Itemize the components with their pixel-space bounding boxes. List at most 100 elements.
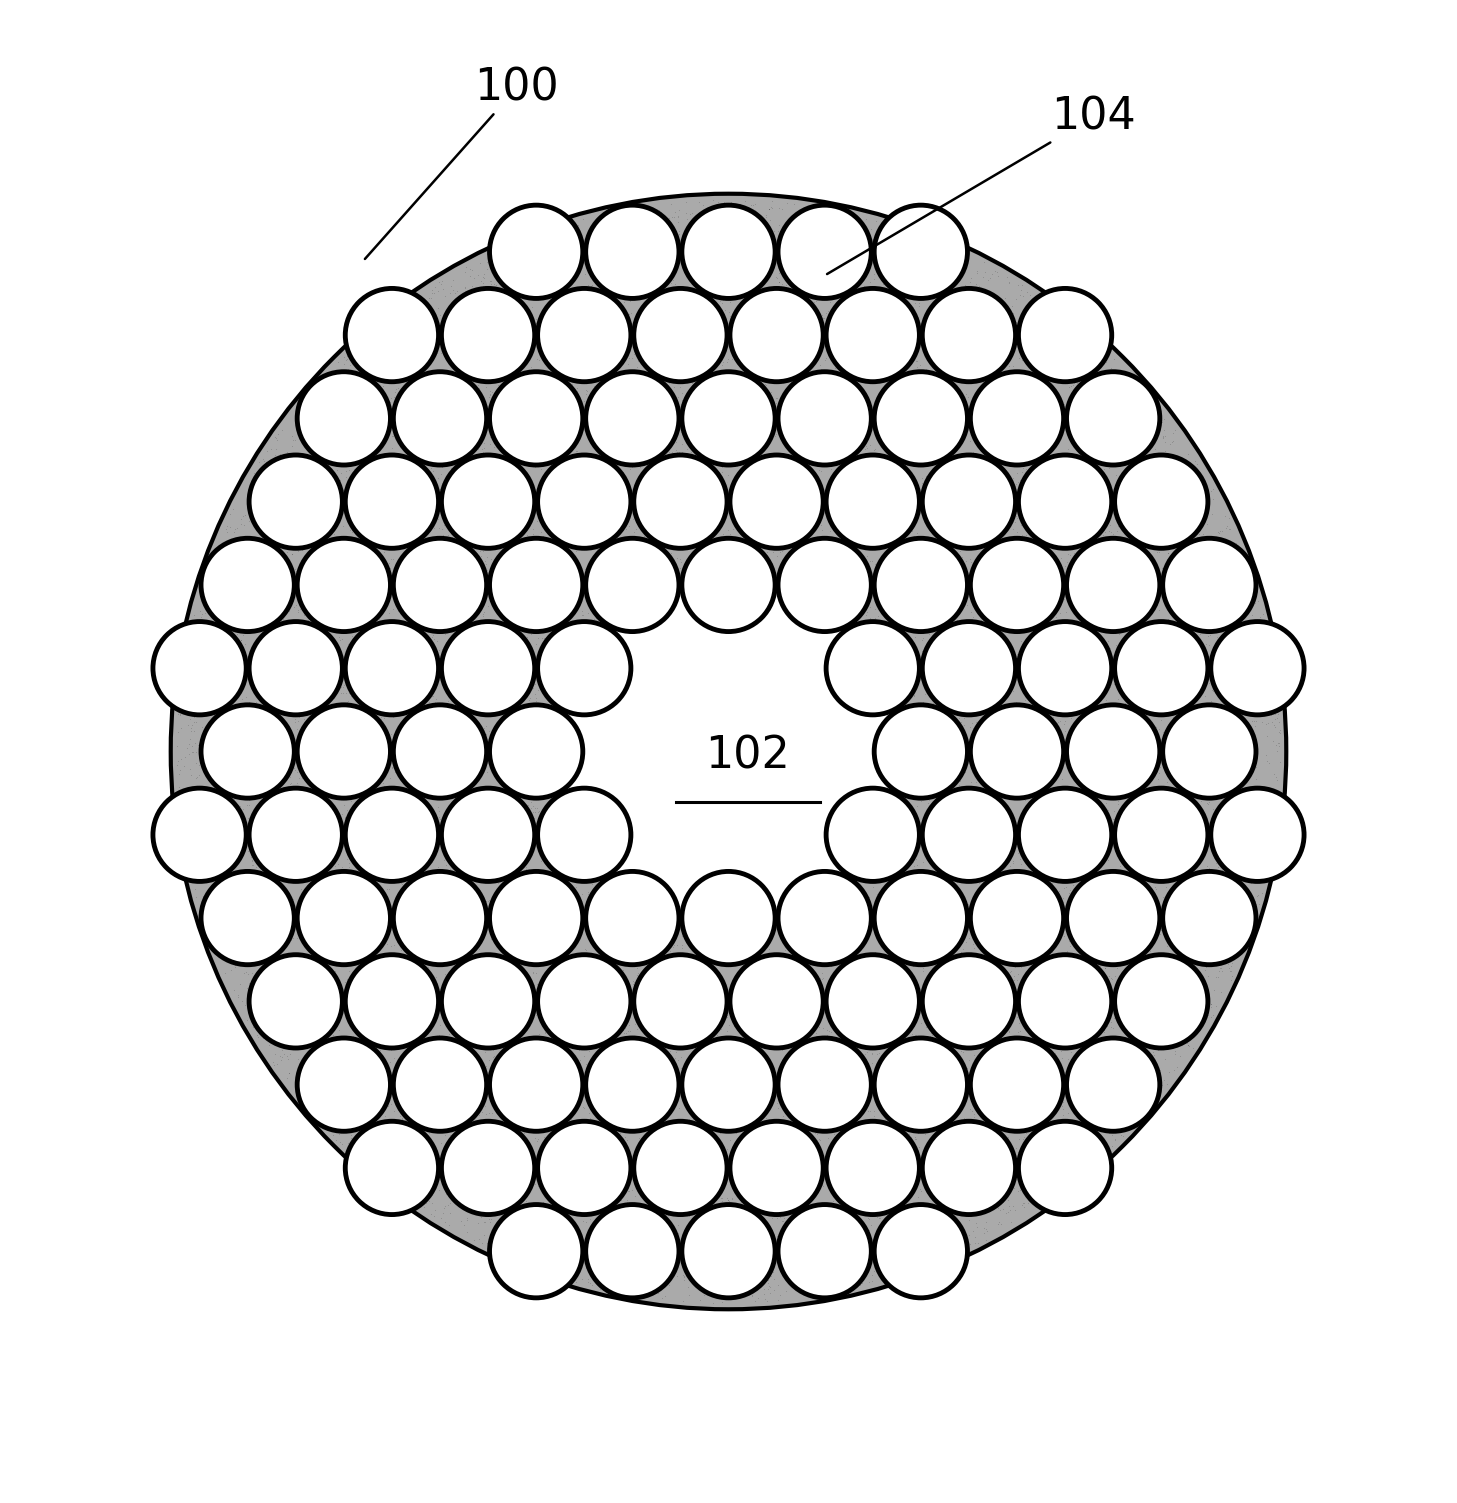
Point bbox=[415, 741, 439, 765]
Point bbox=[800, 412, 823, 436]
Point bbox=[963, 481, 986, 505]
Point bbox=[916, 517, 940, 541]
Point bbox=[680, 343, 704, 367]
Point bbox=[354, 358, 377, 382]
Point bbox=[1094, 999, 1118, 1024]
Point bbox=[963, 1225, 986, 1249]
Point bbox=[670, 310, 694, 334]
Point bbox=[610, 1130, 634, 1154]
Point bbox=[997, 304, 1020, 328]
Point bbox=[281, 908, 305, 932]
Point bbox=[1155, 1037, 1179, 1061]
Point bbox=[903, 691, 927, 715]
Point bbox=[517, 507, 541, 531]
Point bbox=[758, 947, 781, 971]
Point bbox=[1106, 643, 1129, 667]
Point bbox=[1021, 1073, 1045, 1097]
Point bbox=[354, 373, 377, 397]
Point bbox=[1237, 639, 1260, 663]
Point bbox=[1094, 350, 1118, 374]
Point bbox=[702, 585, 726, 609]
Point bbox=[793, 591, 816, 615]
Point bbox=[555, 1263, 578, 1287]
Point bbox=[991, 573, 1014, 597]
Point bbox=[1199, 666, 1222, 690]
Point bbox=[675, 201, 698, 225]
Point bbox=[953, 472, 976, 496]
Point bbox=[1016, 1148, 1039, 1172]
Point bbox=[752, 759, 775, 783]
Point bbox=[635, 1165, 659, 1189]
Point bbox=[938, 383, 962, 407]
Point bbox=[650, 585, 673, 609]
Point bbox=[619, 822, 643, 846]
Point bbox=[761, 1060, 784, 1084]
Point bbox=[396, 320, 420, 344]
Point bbox=[829, 335, 852, 359]
Point bbox=[504, 404, 527, 428]
Point bbox=[788, 706, 812, 730]
Point bbox=[813, 744, 836, 768]
Point bbox=[972, 1142, 995, 1166]
Point bbox=[954, 682, 978, 706]
Point bbox=[390, 349, 414, 373]
Point bbox=[1055, 1016, 1078, 1040]
Point bbox=[675, 245, 698, 269]
Point bbox=[399, 1190, 423, 1214]
Point bbox=[286, 1046, 309, 1070]
Point bbox=[1179, 541, 1202, 565]
Point bbox=[337, 437, 360, 461]
Point bbox=[226, 607, 249, 631]
Point bbox=[1050, 347, 1074, 371]
Point bbox=[873, 816, 896, 840]
Point bbox=[267, 1001, 290, 1025]
Point bbox=[973, 681, 997, 705]
Point bbox=[651, 335, 675, 359]
Point bbox=[488, 848, 511, 872]
Point bbox=[1152, 676, 1176, 700]
Point bbox=[1185, 622, 1208, 646]
Point bbox=[753, 373, 777, 397]
Point bbox=[650, 482, 673, 507]
Point bbox=[998, 1021, 1021, 1045]
Point bbox=[801, 627, 825, 651]
Point bbox=[1011, 691, 1034, 715]
Point bbox=[911, 628, 934, 652]
Point bbox=[865, 882, 889, 906]
Point bbox=[621, 794, 644, 818]
Point bbox=[798, 407, 822, 431]
Point bbox=[402, 694, 425, 718]
Point bbox=[571, 834, 594, 858]
Point bbox=[377, 403, 401, 427]
Point bbox=[1171, 968, 1195, 992]
Point bbox=[694, 974, 717, 998]
Point bbox=[1263, 699, 1287, 723]
Point bbox=[832, 1269, 855, 1293]
Point bbox=[532, 803, 555, 827]
Point bbox=[573, 995, 596, 1019]
Point bbox=[380, 573, 404, 597]
Point bbox=[423, 812, 446, 836]
Point bbox=[389, 911, 412, 935]
Point bbox=[533, 917, 557, 941]
Point bbox=[265, 903, 288, 927]
Point bbox=[446, 479, 469, 504]
Point bbox=[1164, 1033, 1187, 1057]
Point bbox=[431, 277, 455, 301]
Point bbox=[603, 851, 627, 875]
Point bbox=[337, 807, 360, 831]
Point bbox=[423, 547, 446, 571]
Point bbox=[1081, 804, 1104, 828]
Point bbox=[911, 499, 934, 523]
Point bbox=[1049, 565, 1072, 589]
Point bbox=[812, 1052, 835, 1076]
Point bbox=[329, 461, 353, 485]
Point bbox=[1065, 1013, 1088, 1037]
Point bbox=[1103, 691, 1126, 715]
Point bbox=[603, 980, 627, 1004]
Point bbox=[676, 562, 699, 586]
Point bbox=[621, 395, 644, 419]
Point bbox=[817, 1168, 841, 1192]
Point bbox=[488, 819, 511, 843]
Point bbox=[1100, 404, 1123, 428]
